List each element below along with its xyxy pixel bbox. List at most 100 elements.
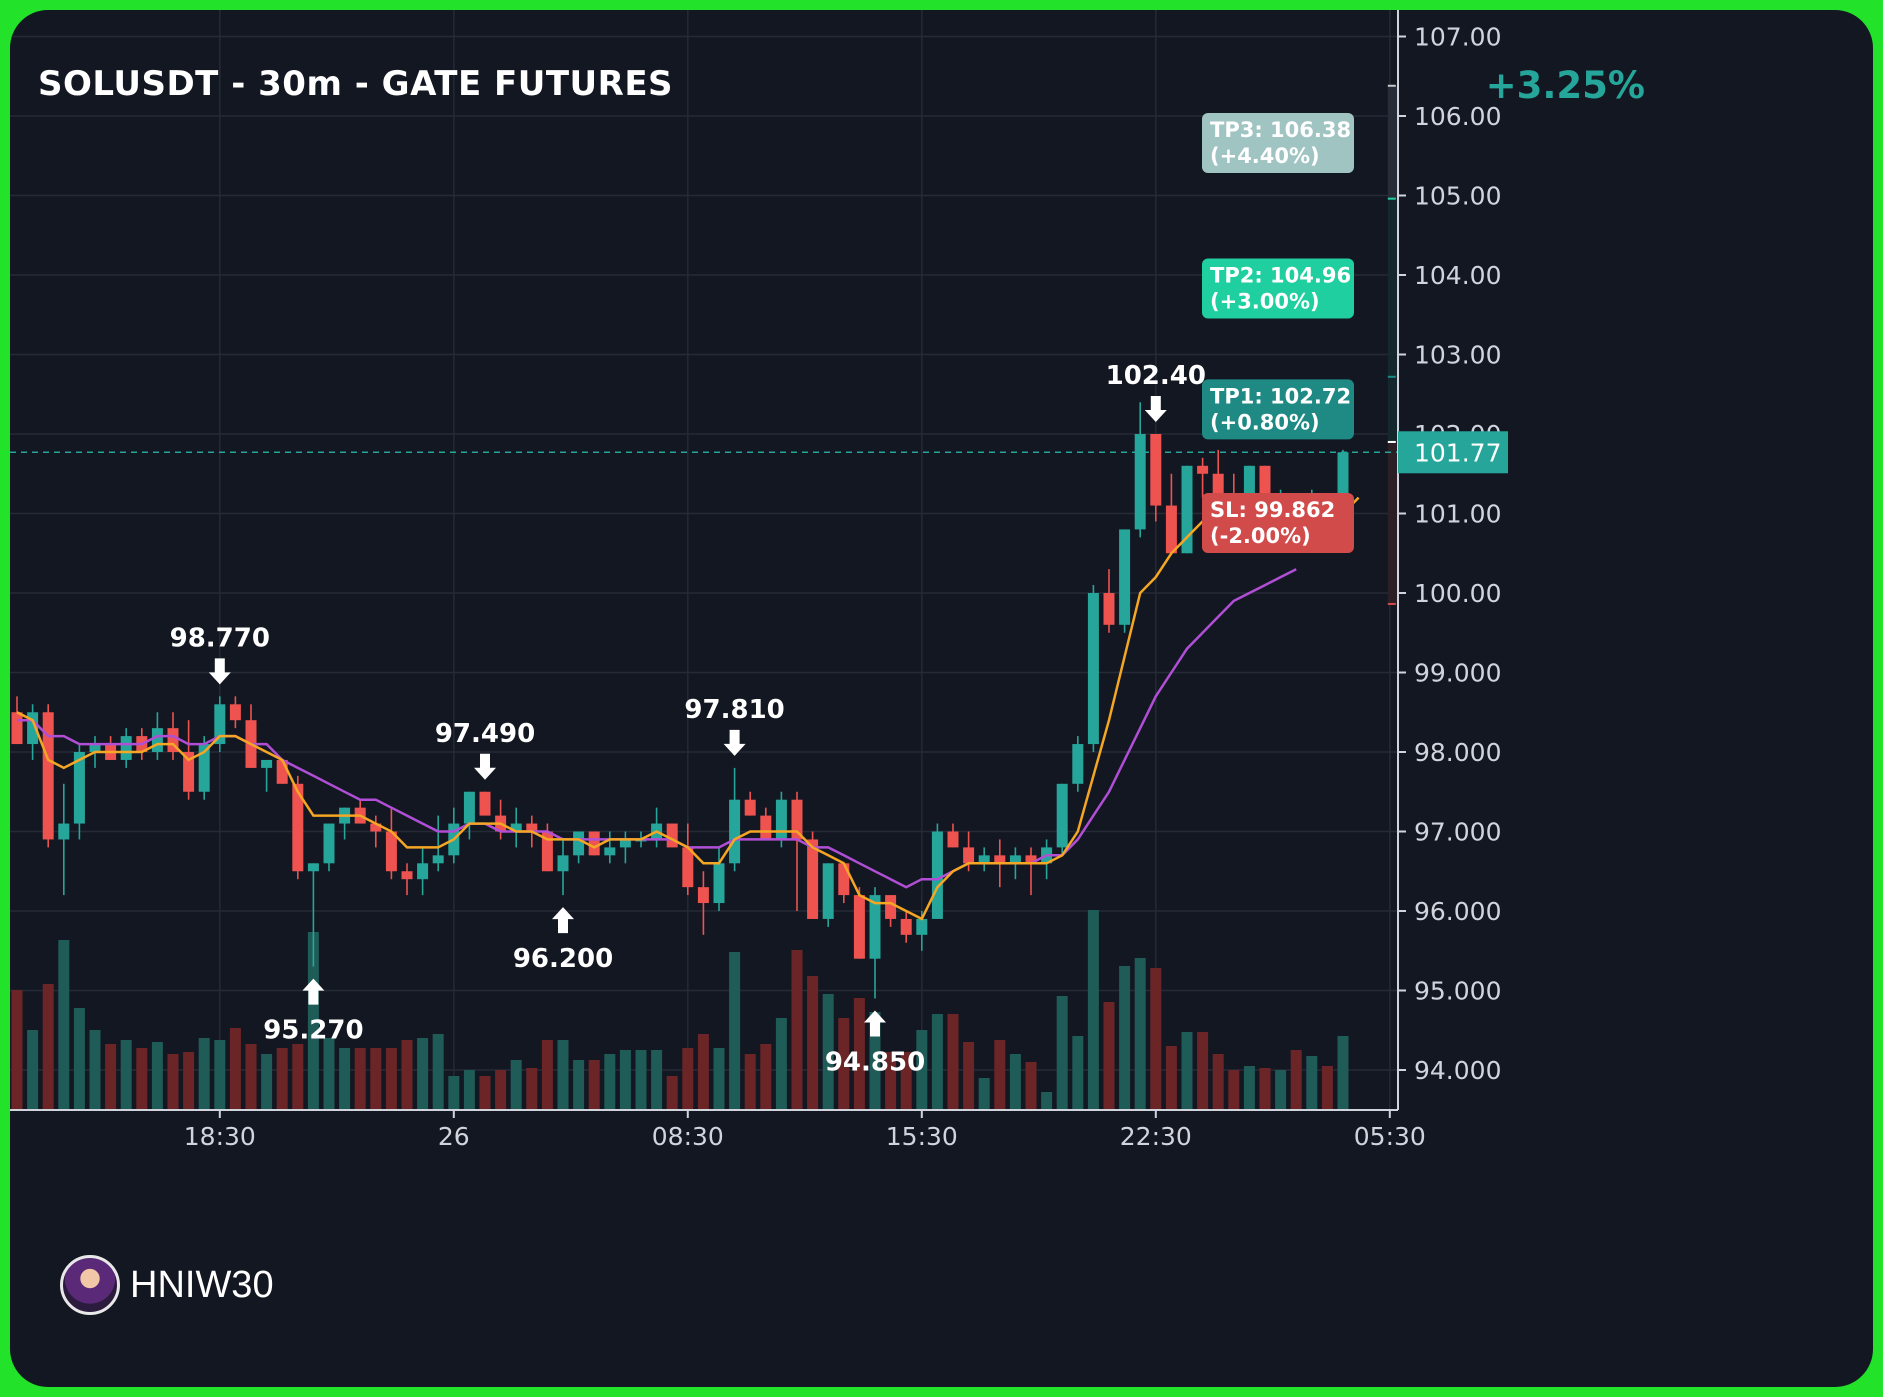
volume-bar	[73, 1008, 85, 1110]
tp1-pct: (+0.80%)	[1210, 410, 1320, 434]
candle	[822, 863, 834, 927]
time-tick-label: 26	[438, 1122, 470, 1151]
candle	[1041, 839, 1053, 880]
volume-bar	[292, 1044, 304, 1110]
candle-body	[214, 704, 226, 745]
volume-bar	[323, 1038, 335, 1110]
volume-bar	[931, 1014, 943, 1110]
candle	[1150, 434, 1162, 522]
volume-bar	[463, 1070, 475, 1110]
chart-title: SOLUSDT - 30m - GATE FUTURES	[38, 64, 674, 104]
volume-bar	[697, 1034, 709, 1110]
candle	[651, 807, 663, 848]
candlestick-chart[interactable]: 98.770 95.270 97.490 96.200 97.810 94.850 102.…	[10, 10, 1873, 1387]
volume-bar	[276, 1048, 288, 1110]
target-labels: TP3: 106.38(+4.40%) TP2: 104.96(+3.00%) TP…	[1202, 113, 1354, 554]
candle	[588, 831, 600, 856]
volume-bar	[339, 1048, 351, 1110]
candle-body	[822, 863, 834, 919]
volume-bar	[666, 1076, 678, 1110]
candle	[229, 696, 241, 729]
candle-body	[916, 918, 928, 935]
volume-bar	[183, 1052, 195, 1110]
candle-body	[463, 791, 475, 824]
candle-body	[900, 918, 912, 935]
candle	[1134, 402, 1146, 538]
candle-body	[697, 887, 709, 904]
candle-body	[1134, 434, 1146, 530]
price-tick-label: 104.00	[1414, 261, 1501, 290]
candle	[619, 831, 631, 864]
volume-bar	[916, 1030, 928, 1110]
candle	[713, 847, 725, 911]
candle	[900, 911, 912, 943]
volume-bar	[385, 1048, 397, 1110]
candle	[1087, 585, 1099, 752]
volume-bar	[307, 932, 319, 1110]
price-tick-label: 98.000	[1414, 738, 1501, 767]
time-tick-label: 22:30	[1120, 1122, 1192, 1151]
volume-bar	[1290, 1050, 1302, 1110]
volume-bar	[105, 1044, 117, 1110]
candle	[276, 759, 288, 784]
candle-body	[557, 855, 569, 872]
volume-bar	[510, 1060, 522, 1110]
candle-body	[1165, 505, 1177, 554]
candle	[1072, 736, 1084, 792]
candle-body	[994, 855, 1006, 864]
volume-bar	[1228, 1070, 1240, 1110]
candle-body	[744, 799, 756, 816]
candle	[573, 831, 585, 864]
candle	[775, 791, 787, 848]
candle	[978, 847, 990, 872]
price-tick-label: 100.00	[1414, 579, 1501, 608]
candle	[245, 704, 257, 768]
candle	[339, 807, 351, 840]
volume-bar	[1009, 1054, 1021, 1110]
candle	[307, 863, 319, 967]
price-tick-label: 106.00	[1414, 102, 1501, 131]
volume-bar	[822, 994, 834, 1110]
volume-bar	[1259, 1068, 1271, 1110]
candle	[479, 791, 491, 816]
candle-body	[838, 863, 850, 896]
candles	[11, 402, 1349, 999]
volume-bar	[947, 1014, 959, 1110]
candle-body	[167, 728, 179, 752]
candle-body	[1259, 465, 1271, 506]
candle-body	[853, 895, 865, 959]
candle-body	[1243, 465, 1255, 506]
annotation-label: 95.270	[263, 1016, 363, 1046]
last-price-badge	[1398, 431, 1508, 474]
candle	[1197, 457, 1209, 498]
candle-body	[573, 831, 585, 856]
candle	[261, 759, 273, 792]
candle	[432, 815, 444, 872]
sl-pct: (-2.00%)	[1210, 524, 1311, 548]
candle-body	[89, 744, 101, 752]
volume-bar	[448, 1076, 460, 1110]
candle	[58, 783, 70, 896]
volume-bar	[978, 1078, 990, 1110]
volume-bar	[994, 1040, 1006, 1110]
candle-body	[1025, 855, 1037, 864]
volume-bar	[807, 976, 819, 1110]
volume-bar	[775, 1018, 787, 1110]
candle	[1119, 529, 1131, 633]
candle-body	[1119, 529, 1131, 625]
tp3-zone	[1387, 85, 1398, 199]
candle	[947, 823, 959, 848]
ema-fast-line	[16, 496, 1360, 921]
tp2-badge	[1202, 258, 1354, 319]
last-price-label: 101.77	[1414, 438, 1501, 467]
candle-body	[229, 704, 241, 721]
volume-bar	[1056, 996, 1068, 1110]
down-arrow-icon	[208, 658, 231, 685]
time-tick-label: 08:30	[652, 1122, 724, 1151]
candle	[417, 847, 429, 896]
sl-zone	[1387, 441, 1398, 604]
annotation-label: 96.200	[513, 944, 613, 974]
volume-bar	[744, 1054, 756, 1110]
candle-body	[323, 823, 335, 864]
candle-body	[869, 895, 881, 959]
